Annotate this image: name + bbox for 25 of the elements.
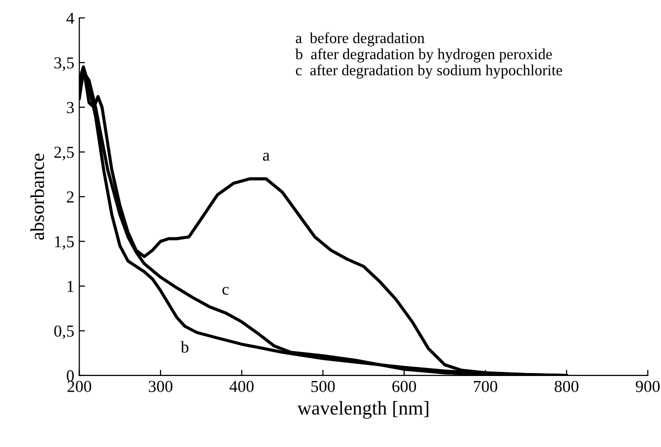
annotation: b after degradation by hydrogen peroxide [295,48,552,62]
x-tick-label: 300 [148,380,172,392]
x-tick-label: 800 [554,380,578,392]
y-tick-label: 0 [66,370,74,382]
x-tick-label: 200 [68,380,92,392]
y-tick-label: 2,5 [54,146,74,160]
annotation: b [180,340,188,353]
annotation: a before degradation [296,32,424,46]
y-tick-label: 1 [68,280,74,292]
y-tick-label: 3,5 [54,57,74,71]
annotation: c [222,286,229,295]
x-axis-title: wavelength [nm] [297,401,428,419]
y-tick-label: 3 [66,102,74,114]
x-tick-label: 400 [230,380,254,392]
y-tick-label: 1,5 [55,236,74,250]
x-tick-label: 700 [474,380,498,392]
y-tick-label: 0,5 [54,325,74,340]
annotation: c after degradation by sodium hypochlorite [296,64,562,79]
annotation: a [262,152,270,161]
y-tick-label: 2 [66,191,74,202]
y-axis-title: absorbance [30,154,44,240]
x-tick-label: 600 [392,380,416,392]
x-tick-label: 500 [311,380,335,392]
y-tick-label: 4 [66,12,74,24]
x-tick-label: 900 [636,380,660,392]
